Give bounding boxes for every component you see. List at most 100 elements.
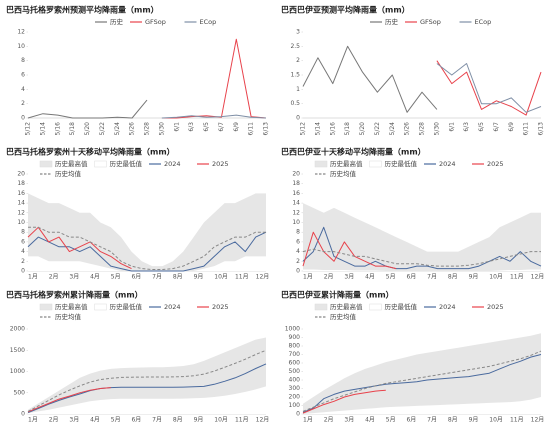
series-line — [436, 63, 542, 113]
chart-panel: 巴西巴伊亚十天移动平均降雨量（mm）历史最高值 历史最低值 2024 2025历史均值… — [281, 147, 544, 281]
legend-label: 2025 — [487, 160, 504, 168]
y-tick-label: 500 — [14, 389, 26, 396]
y-tick-label: 12 — [17, 29, 25, 36]
x-tick-label: 6/3 — [463, 122, 470, 132]
legend-label: 2024 — [439, 303, 456, 311]
chart-title: 巴西马托格罗索州预测平均降雨量（mm） — [6, 5, 159, 15]
x-tick-label: 7月 — [152, 417, 162, 424]
y-tick-label: 2 — [296, 258, 300, 265]
series-line — [27, 387, 111, 413]
series-line — [302, 354, 542, 413]
x-tick-label: 4月 — [365, 274, 375, 281]
x-tick-label: 1月 — [303, 274, 313, 281]
x-tick-label: 11月 — [510, 274, 524, 281]
x-tick-label: 5月 — [386, 274, 396, 281]
x-tick-label: 1月 — [303, 417, 313, 424]
x-tick-label: 5/12 — [25, 122, 32, 136]
x-tick-label: 6/5 — [203, 122, 210, 132]
legend-label: 2025 — [487, 303, 504, 311]
x-tick-label: 5/26 — [129, 122, 136, 136]
x-tick-label: 7月 — [427, 417, 437, 424]
legend-label: 2024 — [164, 160, 181, 168]
x-tick-label: 1月 — [28, 274, 38, 281]
y-tick-label: 400 — [289, 377, 301, 384]
x-tick-label: 12月 — [256, 274, 270, 281]
x-tick-label: 6/13 — [538, 122, 545, 136]
x-tick-label: 3月 — [69, 417, 79, 424]
x-tick-label: 4月 — [90, 274, 100, 281]
x-tick-label: 6/11 — [248, 122, 255, 136]
chart-title: 巴西巴伊亚累计降雨量（mm） — [281, 290, 394, 300]
series-line — [436, 60, 542, 116]
legend-swatch — [39, 303, 53, 311]
legend-swatch — [94, 303, 107, 311]
y-tick-label: 4 — [296, 248, 300, 255]
series-line — [27, 363, 267, 414]
x-tick-label: 5/18 — [69, 122, 76, 136]
x-tick-label: 3月 — [344, 274, 354, 281]
x-tick-label: 12月 — [531, 274, 545, 281]
chart-title: 巴西巴伊亚预测平均降雨量（mm） — [281, 5, 410, 15]
y-tick-label: 14 — [292, 200, 300, 207]
y-tick-label: 3 — [296, 29, 300, 36]
series-line — [302, 226, 542, 270]
y-tick-label: 2 — [21, 100, 25, 107]
legend-label: GFSop — [145, 18, 166, 26]
x-tick-label: 6月 — [131, 417, 141, 424]
legend-swatch — [314, 160, 328, 168]
series-line — [27, 349, 267, 412]
y-tick-label: 0 — [21, 268, 25, 275]
x-tick-label: 5/22 — [99, 122, 106, 136]
x-tick-label: 6/11 — [523, 122, 530, 136]
y-tick-label: 0 — [296, 268, 300, 275]
x-tick-label: 6/7 — [218, 122, 225, 132]
y-tick-label: 16 — [292, 190, 300, 197]
band-area — [28, 193, 266, 271]
legend-label: 历史最低值 — [110, 159, 143, 168]
x-tick-label: 5/26 — [404, 122, 411, 136]
x-tick-label: 9月 — [194, 417, 204, 424]
legend-label: 2024 — [439, 160, 456, 168]
chart-panel: 巴西巴伊亚累计降雨量（mm） 历史最高值 历史最低值 2024 2025 历史均值 0 100… — [281, 290, 544, 424]
chart-title: 巴西马托格罗索州累计降雨量（mm） — [6, 290, 143, 300]
legend-label: 历史最低值 — [385, 159, 418, 168]
band-area — [303, 333, 541, 414]
y-tick-label: 20 — [17, 171, 25, 178]
y-tick-label: 10 — [292, 219, 300, 226]
x-tick-label: 2月 — [324, 417, 334, 424]
y-tick-label: 1 — [296, 86, 300, 93]
y-tick-label: 16 — [17, 190, 25, 197]
x-tick-label: 9月 — [194, 274, 204, 281]
y-tick-label: 4 — [21, 248, 25, 255]
x-tick-label: 5/30 — [158, 122, 165, 136]
y-tick-label: 0 — [296, 411, 300, 418]
series-line — [302, 350, 542, 412]
legend-swatch — [94, 160, 107, 168]
x-tick-label: 4月 — [90, 417, 100, 424]
x-tick-label: 6/1 — [173, 122, 180, 132]
band-area — [303, 269, 541, 271]
x-tick-label: 6月 — [406, 274, 416, 281]
x-tick-label: 6/9 — [233, 122, 240, 132]
series-line — [27, 231, 267, 272]
chart-panel: 巴西巴伊亚预测平均降雨量（mm） 历史 GFSop ECop 0 0.5 1 1.5 2 2.5 3… — [281, 5, 545, 136]
series-line — [27, 226, 132, 270]
chart-panel: 巴西马托格罗索州十天移动平均降雨量（mm）历史最高值 历史最低值 2024 2025历… — [6, 147, 269, 281]
x-tick-label: 5/22 — [374, 122, 381, 136]
y-tick-label: 2 — [296, 57, 300, 64]
x-tick-label: 2月 — [324, 274, 334, 281]
x-tick-label: 12月 — [531, 417, 545, 424]
y-tick-label: 2 — [21, 258, 25, 265]
legend-label: 历史 — [385, 17, 399, 26]
y-tick-label: 8 — [21, 229, 25, 236]
y-tick-label: 600 — [289, 360, 301, 367]
legend-label: 2025 — [212, 160, 229, 168]
x-tick-label: 5/16 — [329, 122, 336, 136]
legend-label: 历史均值 — [55, 312, 82, 321]
y-tick-label: 200 — [289, 394, 301, 401]
legend-label: 2025 — [212, 303, 229, 311]
y-tick-label: 2.5 — [290, 43, 300, 50]
y-tick-label: 0 — [296, 115, 300, 122]
y-tick-label: 6 — [296, 238, 300, 245]
